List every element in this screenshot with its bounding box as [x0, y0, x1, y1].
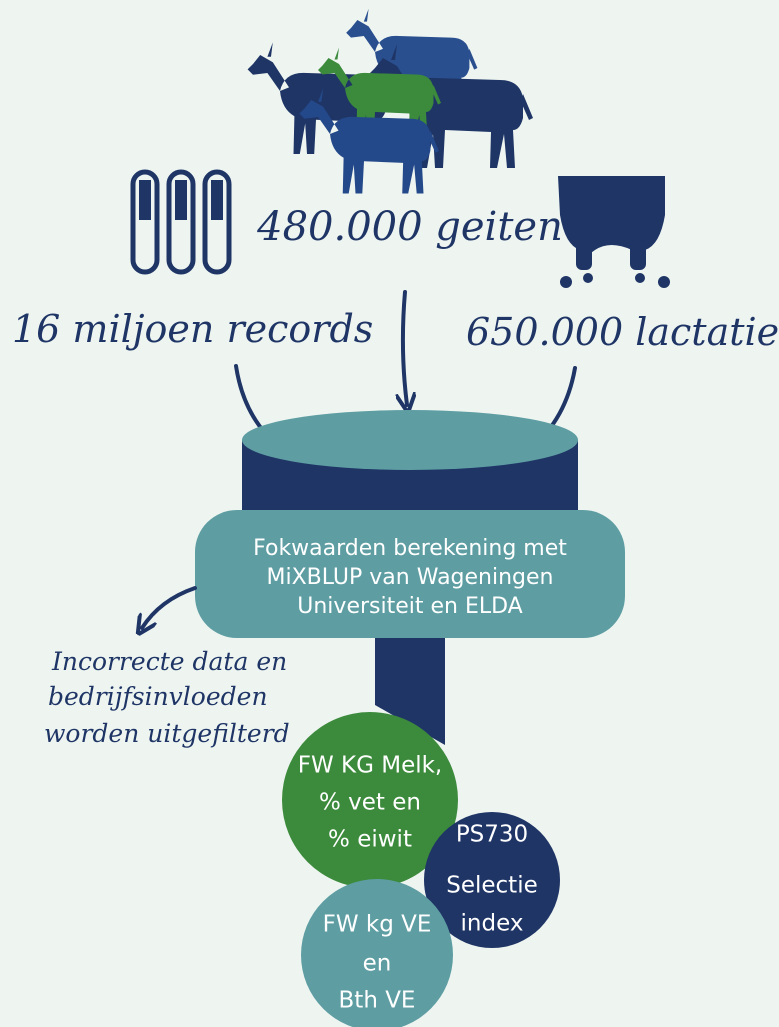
goats-count: 480.000 geiten	[256, 204, 563, 250]
funnel-line: Fokwaarden berekening met	[253, 536, 567, 561]
output-line: FW KG Melk,	[298, 753, 443, 779]
filter-note: bedrijfsinvloeden	[48, 682, 268, 711]
infographic: 480.000 geiten 16 miljoen records 650.00…	[0, 0, 779, 1027]
funnel-line: Universiteit en ELDA	[297, 594, 522, 619]
output-line: Selectie	[446, 873, 538, 899]
output-title: PS730	[456, 822, 528, 848]
output-line: % vet en	[319, 790, 421, 816]
output-line: % eiwit	[328, 827, 412, 853]
lactations-count: 650.000 lactaties	[466, 310, 779, 354]
output-line: index	[461, 911, 524, 937]
records-count: 16 miljoen records	[12, 307, 373, 351]
filter-note: Incorrecte data en	[51, 647, 287, 676]
filter-note: worden uitgefilterd	[44, 719, 290, 748]
funnel-line: MiXBLUP van Wageningen	[267, 565, 554, 590]
output-line: Bth VE	[339, 988, 416, 1014]
output-line: FW kg VE	[323, 912, 432, 938]
output-line: en	[363, 951, 392, 977]
